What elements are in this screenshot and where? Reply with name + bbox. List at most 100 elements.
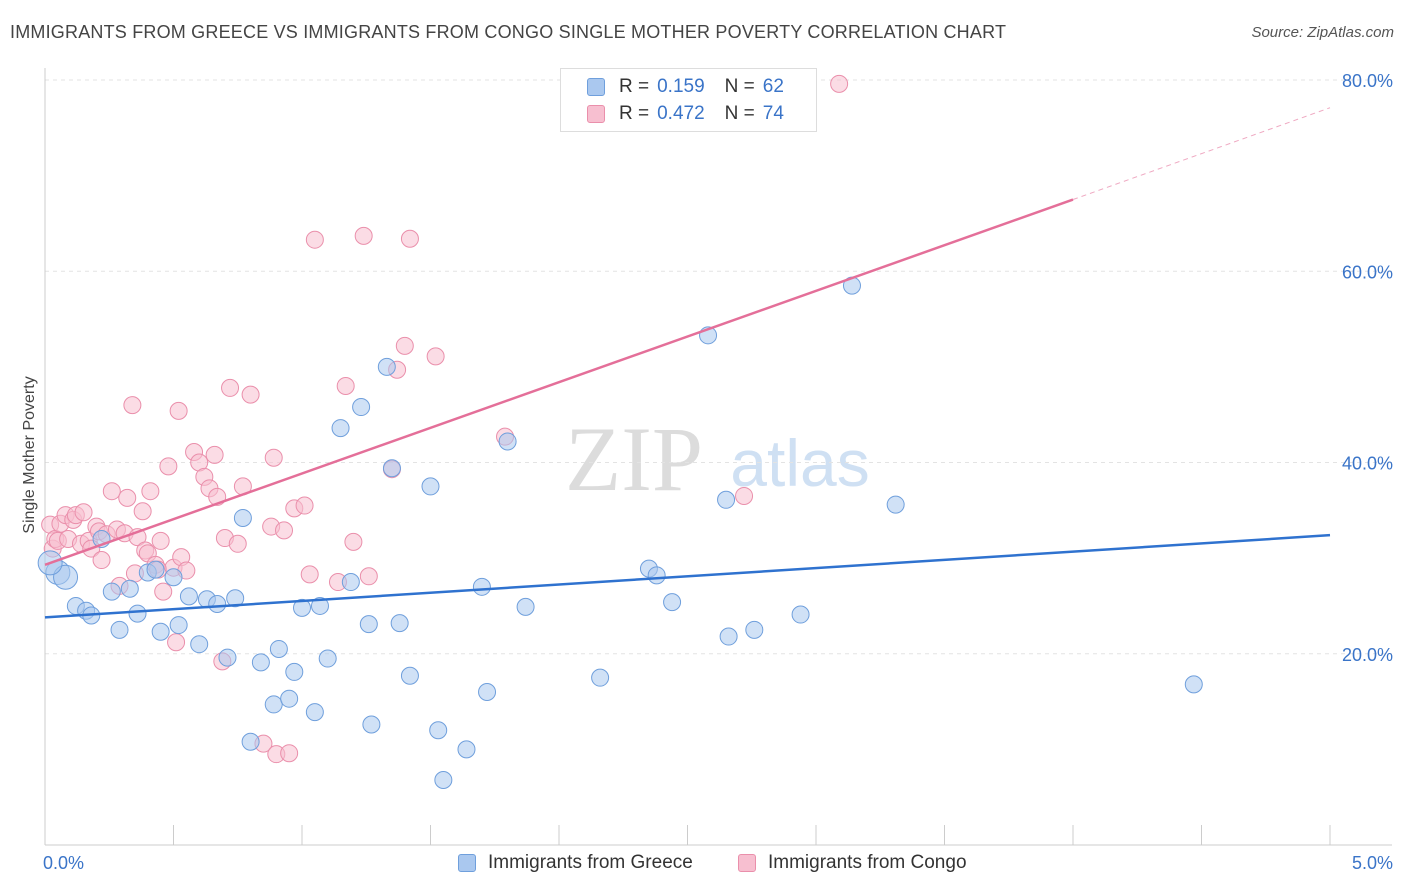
congo-legend-swatch [738, 854, 756, 872]
greece-point [362, 715, 381, 734]
congo-point [102, 482, 121, 501]
congo-point [305, 230, 324, 249]
congo-swatch [587, 105, 605, 123]
greece-legend-swatch [458, 854, 476, 872]
greece-points [37, 276, 1203, 789]
congo-point [169, 401, 188, 420]
congo-point [735, 486, 754, 505]
greece-point [120, 579, 139, 598]
congo-point [228, 534, 247, 553]
congo-point [123, 396, 142, 415]
greece-point [390, 614, 409, 633]
congo-point [426, 347, 445, 366]
watermark: ZIP atlas [565, 408, 870, 510]
congo-point [205, 445, 224, 464]
greece-legend-label: Immigrants from Greece [488, 852, 693, 873]
greece-point [429, 721, 448, 740]
y-tick-label-1: 40.0% [1342, 454, 1393, 474]
legend-row-congo: R = 0.472 N = 74 [587, 101, 784, 127]
greece-point [478, 683, 497, 701]
congo-point [275, 521, 294, 540]
congo-point [92, 551, 111, 570]
greece-point [146, 560, 165, 579]
greece-point [53, 564, 79, 590]
congo-point [280, 744, 299, 763]
legend-item-greece[interactable]: Immigrants from Greece [458, 852, 693, 874]
greece-point [647, 566, 666, 585]
greece-point [233, 508, 252, 527]
congo-point [241, 385, 260, 404]
greece-swatch [587, 78, 605, 96]
congo-points [41, 74, 849, 764]
congo-point [300, 565, 319, 584]
greece-point [1184, 675, 1203, 694]
greece-point [218, 648, 237, 667]
congo-point [118, 488, 137, 507]
congo-point [395, 336, 414, 355]
congo-r-value: 0.472 [657, 103, 705, 124]
legend-row-greece: R = 0.159 N = 62 [587, 74, 784, 100]
greece-point [717, 490, 736, 509]
congo-r-label: R = [619, 103, 650, 124]
greece-point [591, 668, 610, 687]
congo-point [141, 482, 160, 501]
congo-trend-line [44, 198, 1074, 566]
greece-point [310, 596, 329, 615]
watermark-zip: ZIP [565, 408, 703, 510]
greece-r-value: 0.159 [657, 76, 705, 97]
greece-point [377, 357, 396, 376]
greece-point [190, 635, 209, 654]
congo-point [221, 378, 240, 397]
greece-point [151, 622, 170, 641]
greece-point [280, 689, 299, 708]
x-tick-label-max: 5.0% [1352, 853, 1393, 873]
congo-point [264, 448, 283, 467]
greece-point [434, 770, 453, 789]
series-legend: Immigrants from Greece Immigrants from C… [0, 852, 1406, 878]
congo-point [830, 74, 849, 93]
congo-legend-label: Immigrants from Congo [768, 852, 967, 873]
axes [44, 68, 1392, 846]
greece-trend-line [44, 533, 1331, 619]
greece-point [179, 587, 198, 606]
greece-point [251, 653, 270, 672]
greece-point [164, 568, 183, 587]
greece-point [886, 495, 905, 514]
congo-point [133, 502, 152, 521]
greece-n-value: 62 [762, 76, 784, 97]
congo-n-label: N = [724, 103, 755, 124]
greece-n-label: N = [724, 76, 755, 97]
greece-point [382, 459, 401, 478]
greece-point [472, 577, 491, 596]
congo-n-value: 74 [762, 103, 784, 124]
congo-trend-extension [1072, 107, 1331, 201]
x-tick-label-min: 0.0% [43, 853, 84, 873]
chart-title: IMMIGRANTS FROM GREECE VS IMMIGRANTS FRO… [10, 22, 1007, 42]
congo-point [154, 582, 173, 601]
tick-labels: 20.0% 40.0% 60.0% 80.0% 0.0% 5.0% [43, 71, 1393, 873]
greece-point [128, 604, 147, 623]
greece-point [169, 616, 188, 635]
greece-point [269, 639, 288, 658]
congo-point [344, 532, 363, 551]
y-tick-label-3: 80.0% [1342, 71, 1393, 91]
greece-point [208, 595, 227, 614]
greece-point [663, 593, 682, 612]
congo-point [151, 531, 170, 550]
greece-point [305, 703, 324, 722]
congo-point [295, 496, 314, 515]
greece-point [352, 398, 371, 417]
chart-source: Source: ZipAtlas.com [1251, 24, 1394, 41]
greece-point [719, 627, 738, 646]
greece-point [264, 695, 283, 714]
greece-point [400, 666, 419, 685]
congo-point [74, 503, 93, 522]
trend-lines [44, 107, 1331, 619]
greece-point [421, 477, 440, 496]
y-tick-label-0: 20.0% [1342, 645, 1393, 665]
greece-point [226, 589, 245, 608]
congo-point [359, 567, 378, 586]
greece-point [110, 620, 129, 639]
legend-item-congo[interactable]: Immigrants from Congo [738, 852, 967, 874]
